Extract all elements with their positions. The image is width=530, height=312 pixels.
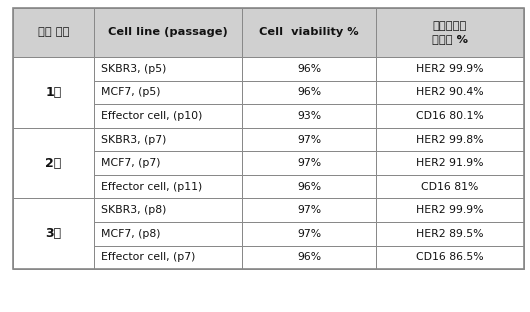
Text: 3차: 3차 — [46, 227, 61, 240]
Bar — [13, 128, 94, 198]
Text: 표면단백질
발현율 %: 표면단백질 발현율 % — [432, 21, 468, 44]
Text: SKBR3, (p5): SKBR3, (p5) — [101, 64, 166, 74]
Bar — [13, 8, 94, 57]
Text: 96%: 96% — [297, 182, 321, 192]
Bar — [242, 104, 376, 128]
Text: 1차: 1차 — [46, 86, 61, 99]
Bar — [13, 57, 94, 128]
Bar — [94, 81, 242, 104]
Bar — [376, 246, 524, 269]
Text: CD16 81%: CD16 81% — [421, 182, 479, 192]
Bar — [242, 81, 376, 104]
Text: HER2 91.9%: HER2 91.9% — [416, 158, 484, 168]
Text: Cell  viability %: Cell viability % — [259, 27, 359, 37]
Text: Effector cell, (p10): Effector cell, (p10) — [101, 111, 202, 121]
Text: MCF7, (p5): MCF7, (p5) — [101, 87, 161, 97]
Text: 2차: 2차 — [46, 157, 61, 170]
Bar — [242, 57, 376, 81]
Bar — [94, 198, 242, 222]
Bar — [376, 151, 524, 175]
Text: CD16 80.1%: CD16 80.1% — [416, 111, 484, 121]
Text: 96%: 96% — [297, 252, 321, 262]
Bar — [94, 222, 242, 246]
Text: 93%: 93% — [297, 111, 321, 121]
Bar — [94, 57, 242, 81]
Bar — [94, 175, 242, 198]
Text: HER2 99.8%: HER2 99.8% — [416, 134, 484, 144]
Bar — [242, 175, 376, 198]
Bar — [376, 81, 524, 104]
Text: 97%: 97% — [297, 134, 321, 144]
Text: HER2 99.9%: HER2 99.9% — [416, 64, 484, 74]
Bar — [94, 151, 242, 175]
Bar — [376, 128, 524, 151]
Text: Cell line (passage): Cell line (passage) — [108, 27, 228, 37]
Text: 실험 차수: 실험 차수 — [38, 27, 69, 37]
Text: HER2 89.5%: HER2 89.5% — [416, 229, 484, 239]
Bar — [242, 8, 376, 57]
Bar — [94, 104, 242, 128]
Bar — [376, 175, 524, 198]
Text: 97%: 97% — [297, 158, 321, 168]
Bar — [13, 8, 524, 269]
Text: Effector cell, (p7): Effector cell, (p7) — [101, 252, 196, 262]
Bar — [94, 8, 242, 57]
Bar — [376, 57, 524, 81]
Bar — [242, 198, 376, 222]
Text: 97%: 97% — [297, 229, 321, 239]
Text: CD16 86.5%: CD16 86.5% — [416, 252, 484, 262]
Bar — [94, 128, 242, 151]
Text: 96%: 96% — [297, 64, 321, 74]
Bar — [242, 246, 376, 269]
Bar — [242, 151, 376, 175]
Bar — [94, 246, 242, 269]
Bar — [376, 198, 524, 222]
Bar — [376, 8, 524, 57]
Bar — [242, 128, 376, 151]
Text: 97%: 97% — [297, 205, 321, 215]
Text: HER2 99.9%: HER2 99.9% — [416, 205, 484, 215]
Bar — [376, 222, 524, 246]
Text: SKBR3, (p7): SKBR3, (p7) — [101, 134, 166, 144]
Bar — [13, 198, 94, 269]
Text: MCF7, (p8): MCF7, (p8) — [101, 229, 161, 239]
Bar — [242, 222, 376, 246]
Text: MCF7, (p7): MCF7, (p7) — [101, 158, 161, 168]
Bar — [376, 104, 524, 128]
Text: HER2 90.4%: HER2 90.4% — [416, 87, 484, 97]
Text: SKBR3, (p8): SKBR3, (p8) — [101, 205, 166, 215]
Text: Effector cell, (p11): Effector cell, (p11) — [101, 182, 202, 192]
Text: 96%: 96% — [297, 87, 321, 97]
